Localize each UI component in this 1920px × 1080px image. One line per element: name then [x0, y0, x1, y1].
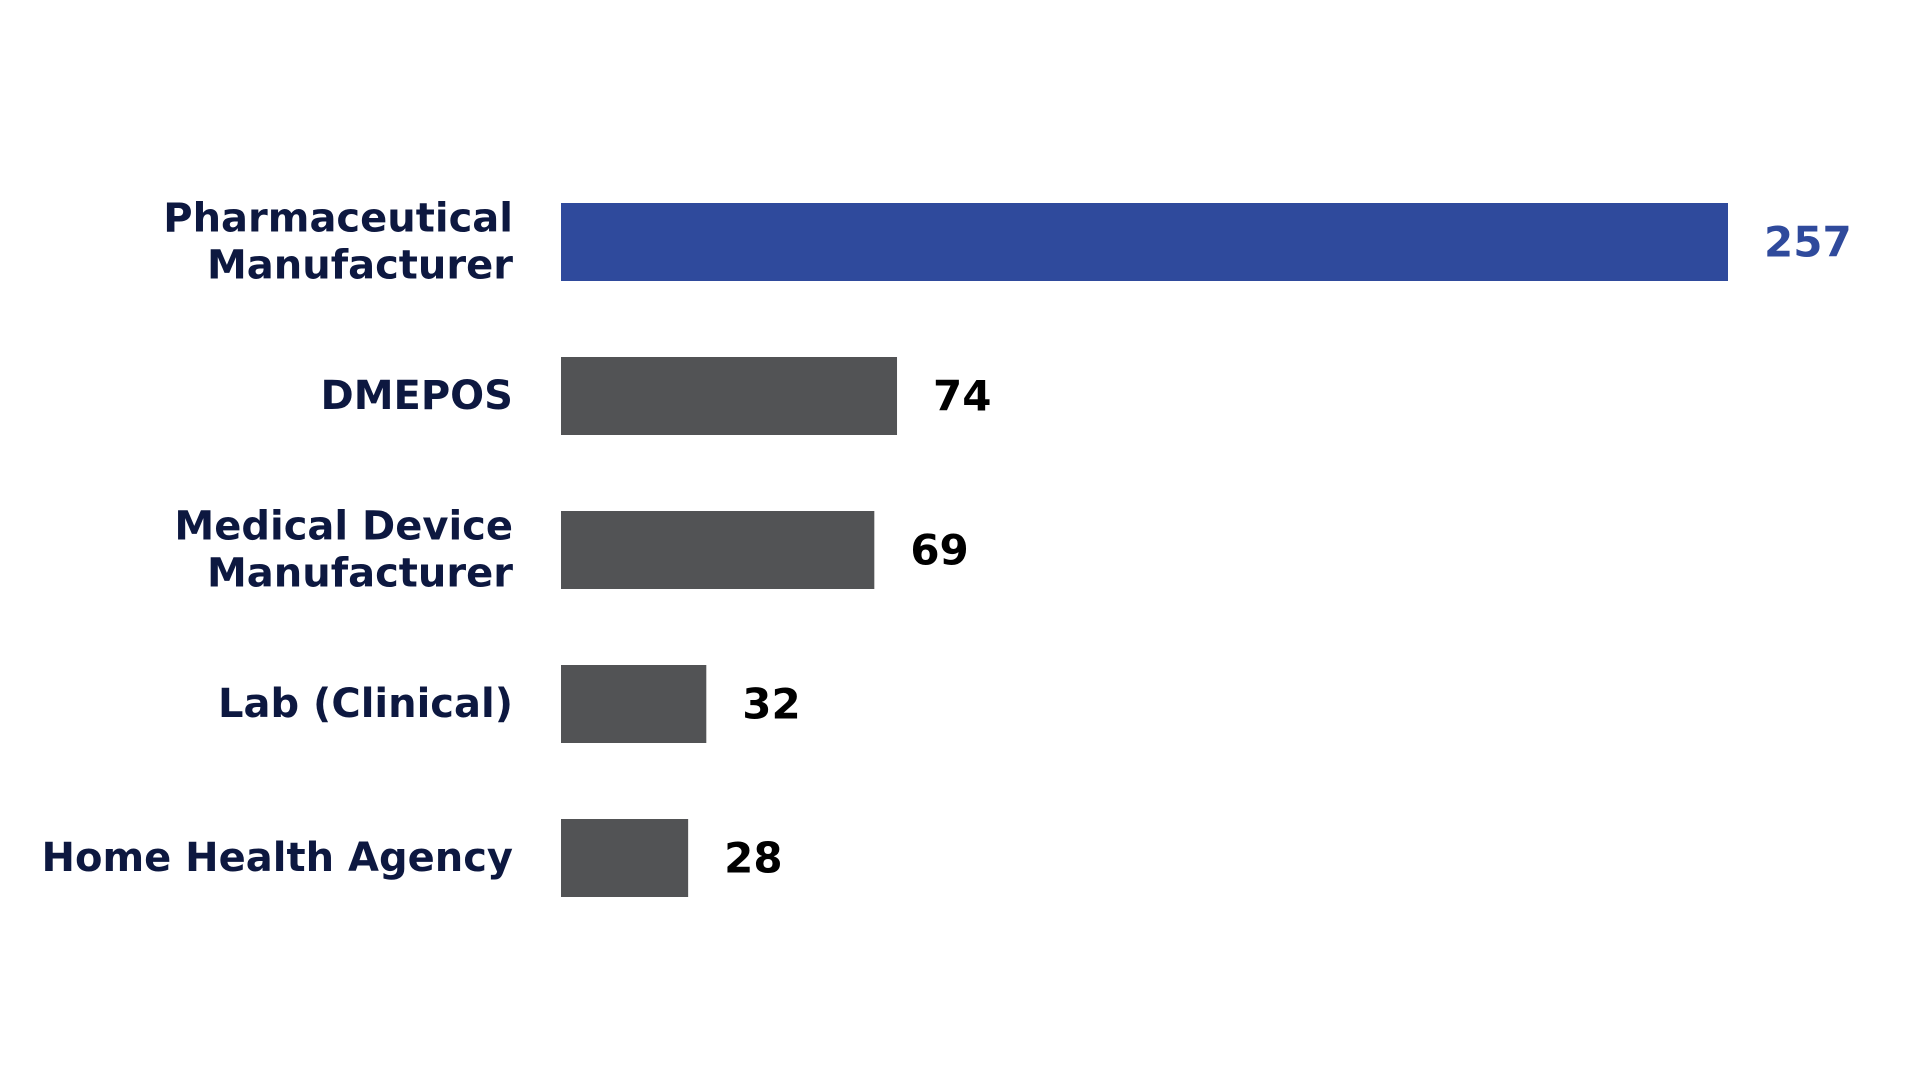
category-labels: Pharmaceutical Manufacturer DMEPOS Medical … [41, 196, 513, 882]
category-label-3: Lab (Clinical) [218, 681, 513, 727]
category-label-4: Home Health Agency [41, 835, 513, 881]
value-label-4: 28 [724, 834, 782, 883]
value-label-1: 74 [933, 372, 991, 421]
value-label-3: 32 [742, 680, 800, 729]
category-label-0: Pharmaceutical Manufacturer [163, 196, 513, 289]
bar-2 [561, 511, 875, 589]
bar-4 [561, 819, 689, 897]
bar-0 [561, 203, 1728, 281]
category-label-1: DMEPOS [321, 373, 513, 419]
bar-3 [561, 665, 707, 743]
category-label-2: Medical Device Manufacturer [174, 504, 513, 597]
value-labels: 257 74 69 32 28 [724, 218, 1852, 883]
bar-1 [561, 357, 898, 435]
bars-layer [561, 203, 1728, 897]
value-label-2: 69 [910, 526, 968, 575]
value-label-0: 257 [1764, 218, 1852, 267]
